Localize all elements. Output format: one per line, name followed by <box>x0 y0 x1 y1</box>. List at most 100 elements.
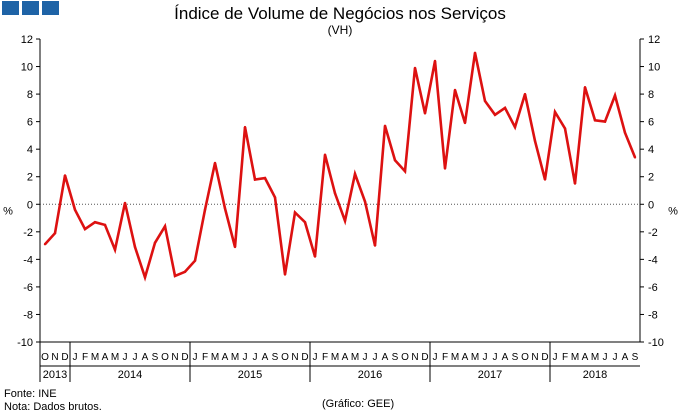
data-point <box>183 270 187 273</box>
x-month-label: M <box>571 352 579 363</box>
x-month-label: A <box>382 352 389 363</box>
data-point <box>523 92 527 96</box>
data-point <box>633 156 637 159</box>
x-month-label: A <box>102 352 109 363</box>
data-point <box>473 51 477 54</box>
chart-subtitle: (VH) <box>327 23 353 37</box>
x-month-label: J <box>493 352 498 363</box>
x-month-label: N <box>51 352 58 363</box>
y-tick-label-left: 4 <box>27 144 33 156</box>
data-point <box>133 245 137 249</box>
x-month-label: S <box>392 352 399 363</box>
x-month-label: D <box>301 352 308 363</box>
x-month-label: M <box>91 352 99 363</box>
x-month-label: O <box>401 352 409 363</box>
y-tick-label-right: 12 <box>648 34 660 46</box>
data-point <box>553 110 557 114</box>
data-point <box>123 201 127 205</box>
x-month-label: A <box>222 352 229 363</box>
logo-square <box>2 1 19 15</box>
x-month-label: M <box>211 352 219 363</box>
data-point <box>493 113 497 117</box>
x-year-label: 2013 <box>43 369 67 381</box>
data-point <box>223 207 227 210</box>
data-point <box>193 259 197 262</box>
x-year-label: 2015 <box>238 369 262 381</box>
data-point <box>283 273 287 276</box>
data-point <box>163 225 167 228</box>
x-month-label: S <box>152 352 159 363</box>
tick-labels: -10 -10 -8 -8 -6 -6 -4 -4 -2 -2 0 0 2 2 4 4 6 6 8 8 10 10 12 12… <box>3 34 678 349</box>
data-point <box>253 178 257 181</box>
x-month-label: J <box>363 352 368 363</box>
y-tick-label-right: 8 <box>648 89 654 101</box>
data-point <box>263 176 267 180</box>
data-point <box>463 121 467 125</box>
data-point <box>483 99 487 103</box>
data-point <box>333 192 337 195</box>
x-month-label: M <box>331 352 339 363</box>
data-point <box>373 244 377 247</box>
data-point <box>53 232 57 235</box>
logo-square <box>22 1 39 15</box>
data-point <box>403 170 407 173</box>
x-month-label: J <box>243 352 248 363</box>
x-month-label: A <box>142 352 149 363</box>
x-month-label: J <box>313 352 318 363</box>
data-point <box>103 223 107 227</box>
data-point <box>323 153 327 156</box>
x-month-label: J <box>483 352 488 363</box>
data-point <box>83 227 87 231</box>
x-month-label: N <box>171 352 178 363</box>
data-point <box>273 196 277 199</box>
y-axis-label-left: % <box>3 205 13 217</box>
x-month-label: M <box>451 352 459 363</box>
x-month-label: A <box>342 352 349 363</box>
data-point <box>343 219 347 222</box>
x-month-label: O <box>281 352 289 363</box>
x-month-label: S <box>632 352 639 363</box>
data-point <box>353 172 357 176</box>
data-point <box>573 182 577 185</box>
logo <box>2 1 59 15</box>
x-month-label: A <box>622 352 629 363</box>
x-month-label: F <box>202 352 208 363</box>
x-month-label: D <box>421 352 428 363</box>
x-month-label: J <box>553 352 558 363</box>
data-point <box>73 208 77 211</box>
data-point <box>153 241 157 244</box>
x-month-label: S <box>512 352 519 363</box>
data-point <box>413 66 417 70</box>
x-month-label: J <box>373 352 378 363</box>
axes <box>36 38 644 382</box>
y-tick-label-right: 6 <box>648 117 654 129</box>
x-month-label: D <box>181 352 188 363</box>
x-month-label: A <box>462 352 469 363</box>
data-point <box>293 211 297 214</box>
x-month-label: J <box>253 352 258 363</box>
data-point <box>173 274 177 278</box>
data-point <box>203 208 207 211</box>
x-month-label: A <box>502 352 509 363</box>
y-tick-label-left: -2 <box>23 227 33 239</box>
data-point <box>383 124 387 128</box>
y-tick-label-left: 2 <box>27 172 33 184</box>
data-point <box>563 127 567 130</box>
data-point <box>143 276 147 279</box>
y-tick-label-left: 6 <box>27 117 33 129</box>
x-month-label: M <box>471 352 479 363</box>
data-point <box>583 86 587 89</box>
y-tick-label-right: 2 <box>648 172 654 184</box>
y-tick-label-left: 10 <box>21 62 33 74</box>
x-month-label: F <box>322 352 328 363</box>
chart-title: Índice de Volume de Negócios nos Serviço… <box>174 4 506 23</box>
x-month-label: A <box>582 352 589 363</box>
x-month-label: M <box>591 352 599 363</box>
data-point <box>513 125 517 129</box>
chart-credit: (Gráfico: GEE) <box>322 398 395 410</box>
y-tick-label-left: -10 <box>17 337 33 349</box>
x-month-label: D <box>541 352 548 363</box>
data-point <box>603 120 607 123</box>
data-point <box>93 221 97 224</box>
